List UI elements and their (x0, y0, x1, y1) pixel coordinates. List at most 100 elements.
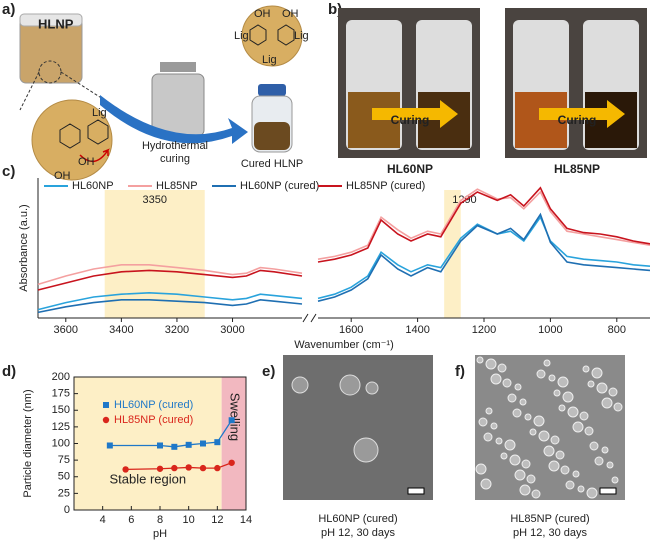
particle (480, 478, 492, 490)
panel-label: a) (2, 1, 15, 18)
y-tick-label: 200 (52, 371, 70, 383)
particle (526, 474, 536, 484)
band-label: 3350 (142, 194, 166, 206)
x-tick-label: 12 (211, 514, 223, 526)
label: OH (78, 156, 95, 168)
particle (591, 367, 603, 379)
particle (538, 430, 550, 442)
legend-marker (102, 416, 110, 424)
particle (504, 439, 516, 451)
particle (500, 452, 508, 460)
panel-label: c) (2, 163, 15, 180)
particle (476, 356, 484, 364)
particle (594, 456, 604, 466)
y-tick-label: 75 (58, 454, 70, 466)
series-line (317, 188, 650, 260)
particle (485, 407, 493, 415)
label: Lig (92, 107, 107, 119)
marker (214, 439, 221, 446)
particle (579, 411, 589, 421)
particle (555, 450, 565, 460)
x-tick-label: 3000 (220, 324, 244, 336)
label: OH (54, 170, 71, 182)
particle (495, 437, 503, 445)
label: curing (160, 153, 190, 165)
sem-image (283, 355, 433, 500)
particle (519, 398, 527, 406)
jar-cap (258, 84, 286, 96)
zoom-line (19, 71, 40, 111)
arrow-label: Curing (558, 113, 597, 127)
label: Lig (294, 30, 309, 42)
x-label: Wavenumber (cm⁻¹) (294, 339, 394, 351)
particle (560, 465, 570, 475)
particle (606, 461, 614, 469)
particle (577, 485, 585, 493)
vessel (151, 73, 205, 137)
particle (514, 383, 522, 391)
particle (543, 445, 555, 457)
particle (291, 376, 309, 394)
y-tick-label: 50 (58, 471, 70, 483)
series-line (37, 264, 303, 286)
particle (533, 415, 545, 427)
marker (200, 440, 206, 447)
x-tick-label: 3200 (165, 324, 189, 336)
reaction-arrow (79, 148, 110, 163)
particle (611, 476, 619, 484)
photos: Curing Curing HL60NP HL85NP (338, 8, 647, 176)
particle (613, 402, 623, 412)
marker (122, 466, 129, 473)
series-line (317, 212, 650, 302)
series-line (37, 269, 303, 291)
marker (214, 464, 221, 472)
particle (509, 454, 521, 466)
legend-label: HL85NP (cured) (346, 180, 425, 192)
particle (596, 382, 608, 394)
particle (572, 470, 580, 478)
particle (353, 437, 379, 463)
panel-label: d) (2, 363, 16, 380)
region-label: Stable region (110, 472, 187, 487)
y-label: Absorbance (a.u.) (18, 204, 30, 291)
particle (586, 487, 598, 499)
panel-label: e) (262, 363, 275, 380)
x-tick-label: 1600 (339, 324, 363, 336)
marker (228, 417, 235, 424)
y-tick-label: 100 (52, 437, 70, 449)
marker (157, 442, 163, 449)
legend-label: HL60NP (72, 180, 114, 192)
particle (601, 397, 613, 409)
scale-bar (599, 487, 617, 495)
series-line (37, 291, 303, 311)
label: HLNP (38, 16, 74, 31)
x-tick-label: 6 (128, 514, 134, 526)
x-tick-label: 1000 (538, 324, 562, 336)
legend-label: HL60NP (cured) (240, 180, 319, 192)
particle (507, 393, 517, 403)
x-tick-label: 10 (183, 514, 195, 526)
particle (497, 363, 507, 373)
curing-arrow (539, 100, 625, 128)
particle (608, 387, 618, 397)
particle (587, 380, 595, 388)
particle (529, 428, 537, 436)
zoom-line (60, 71, 121, 111)
label: OH (282, 8, 299, 20)
y-tick-label: 175 (52, 388, 70, 400)
marker (199, 464, 207, 472)
label: Cured HLNP (241, 158, 303, 170)
particle (548, 374, 556, 382)
particle (485, 358, 497, 370)
ring (249, 24, 295, 46)
particle (553, 389, 561, 397)
particle (543, 359, 551, 367)
particle (490, 373, 502, 385)
particle (565, 480, 575, 490)
y-tick-label: 150 (52, 404, 70, 416)
y-label: Particle diameter (nm) (22, 389, 34, 497)
caption: pH 12, 30 days (321, 527, 395, 539)
scale-bar (407, 487, 425, 495)
sample-label: HL85NP (554, 162, 600, 176)
